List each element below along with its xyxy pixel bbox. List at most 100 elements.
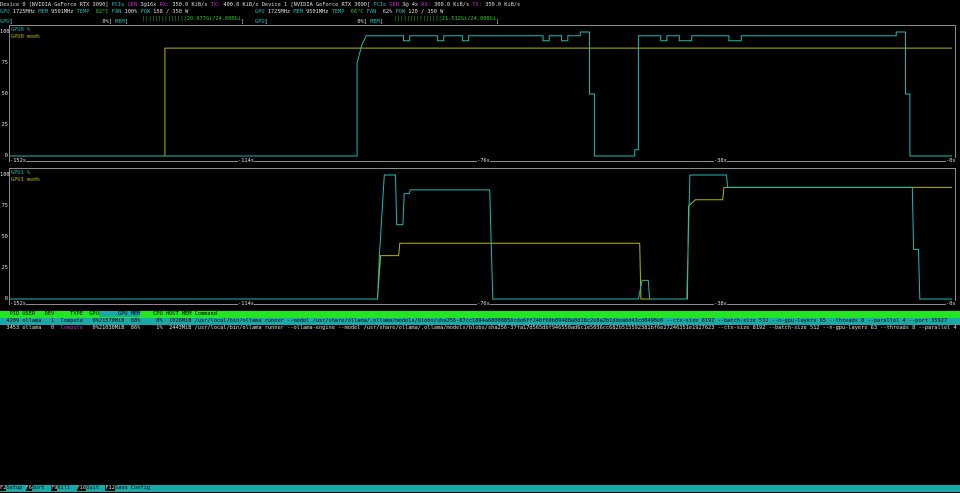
legend-entry: GPU0 %	[11, 27, 31, 33]
fan-label: FAN	[111, 9, 122, 15]
x-tick-label: -152s	[10, 301, 26, 308]
device1-fan: 62%	[379, 9, 393, 15]
cell-command: /usr/local/bin/ollama runner --ollama-en…	[191, 325, 960, 331]
device0-pow: 158 / 350 W	[153, 9, 189, 15]
rx-label: RX:	[421, 2, 431, 8]
fan-label: FAN	[366, 9, 377, 15]
x-tick-label: -38s	[714, 301, 727, 308]
tx-label: TX:	[210, 2, 221, 8]
column-header-type[interactable]: TYPE	[54, 311, 83, 317]
device1-name: Device 1	[261, 2, 288, 8]
chart-border	[9, 168, 956, 305]
chart-canvas	[9, 25, 956, 162]
device1-mem-clock: 9501MHz	[306, 9, 329, 15]
cell-host-mem: 2443MiB	[162, 325, 192, 331]
cell-host-mem: 1026MiB	[162, 318, 192, 324]
fkey-f2: F2	[0, 485, 7, 491]
device0-mem-bar: ||||||||||||||20.977Gi/24.000Gi	[142, 16, 241, 22]
gpu-label: GPU	[0, 9, 10, 15]
y-tick-label: 25	[1, 122, 8, 128]
cell-command: /usr/local/bin/ollama runner --model /us…	[191, 318, 948, 324]
cell-gpu: 0%	[82, 318, 99, 324]
column-header-user[interactable]: USER	[19, 311, 42, 317]
device1-mem-used: 21.512Gi/24.000Gi	[441, 16, 496, 22]
device0-bars: GPU[0%] MEM[||||||||||||||20.977Gi/24.00…	[0, 16, 245, 25]
cell-cpu: 1%	[140, 325, 163, 331]
device1-rx: 300.0 KiB/s	[434, 2, 470, 8]
pow-label: POW	[140, 9, 151, 15]
footer-save-config-button[interactable]: Save Config	[114, 485, 154, 491]
cell-user: ollama	[19, 318, 42, 324]
device1-pow: 120 / 350 W	[408, 9, 444, 15]
process-row[interactable]: 3453 ollama 0 Compute 0%21030MiB 86% 1% …	[0, 325, 960, 332]
column-header-gpu[interactable]: GPU	[82, 311, 99, 317]
device1-bars: GPU[0%] MEM[|||||||||||||||21.512Gi/24.0…	[255, 16, 500, 25]
footer-quit-button[interactable]: Quit	[86, 485, 106, 491]
device1-mem-bar: |||||||||||||||21.512Gi/24.000Gi	[393, 16, 496, 22]
fkey-f6: F6	[25, 485, 32, 491]
y-tick-label: 100	[0, 172, 10, 178]
column-header-cpu[interactable]: CPU	[140, 311, 163, 317]
device0-mem-used: 20.977Gi/24.000Gi	[186, 16, 241, 22]
gpu0-chart: 100 75 50 25 0 -152s -114s -76s -38s -0s GPU0 % GPU…	[0, 24, 960, 166]
cell-dev: 1	[41, 318, 55, 324]
column-header-gpu-mem[interactable]: GPU MEM	[98, 311, 141, 317]
column-header-command[interactable]: Command	[191, 311, 217, 317]
device-info-line: Device 0 [NVIDIA GeForce RTX 3090] PCIe …	[0, 1, 520, 9]
y-tick-label: 75	[1, 60, 8, 66]
x-tick-label: -38s	[714, 158, 727, 165]
mem-label: MEM	[115, 19, 125, 25]
y-tick-label: 100	[0, 29, 10, 35]
gpu-label: GPU	[0, 19, 10, 25]
column-header-pid[interactable]: PID	[0, 311, 20, 317]
column-header-dev[interactable]: DEV	[41, 311, 55, 317]
tx-label: TX:	[472, 2, 482, 8]
rx-label: RX:	[159, 2, 170, 8]
footer-sort-button[interactable]: Sort	[31, 485, 52, 491]
pcie-label: PCIe	[111, 2, 125, 8]
y-tick-label: 50	[1, 234, 8, 240]
footer-setup-button[interactable]: Setup	[6, 485, 26, 491]
x-tick-label: -0s	[946, 158, 956, 165]
temp-label: TEMP	[331, 9, 345, 15]
column-header-host-mem[interactable]: HOST MEM	[162, 311, 192, 317]
cell-gpu: 0%	[82, 325, 99, 331]
gpu1-chart: 100 75 50 25 0 -152s -114s -76s -38s -0s GPU1 % GPU…	[0, 167, 960, 309]
device0-model: [NVIDIA GeForce RTX 3090]	[28, 2, 109, 8]
gen-label: GEN	[127, 2, 138, 8]
device0-rx: 350.0 KiB/s	[172, 2, 208, 8]
device1-stats: GPU 1725MHz MEM 9501MHz TEMP 66°C FAN 62…	[255, 8, 443, 16]
cell-type: Compute	[54, 325, 83, 331]
device0-name: Device 0	[0, 2, 26, 8]
footer-kill-button[interactable]: Kill	[57, 485, 77, 491]
device0-stats: GPU 1725MHz MEM 9501MHz TEMP 82°C FAN 10…	[0, 8, 188, 16]
fkey-f10: F10	[76, 485, 87, 491]
cell-gpu-mem: 21030MiB 86%	[98, 325, 141, 331]
device1-tx: 350.0 KiB/s	[485, 2, 521, 8]
device1-gpu-clock: 1725MHz	[267, 9, 291, 15]
process-row[interactable]: 4209 ollama 1 Compute 0%21570MiB 88% 0% …	[0, 318, 960, 325]
device1-gpu-util: 0%	[357, 19, 364, 25]
x-tick-label: -0s	[946, 301, 956, 308]
x-tick-label: -114s	[238, 158, 254, 165]
x-tick-label: -152s	[10, 158, 26, 165]
mem-label: MEM	[293, 9, 303, 15]
y-tick-label: 25	[1, 265, 8, 271]
x-tick-label: -76s	[477, 301, 490, 308]
series-line-gpu	[10, 174, 952, 300]
cell-pid: 3453	[0, 325, 20, 331]
x-tick-label: -76s	[477, 158, 490, 165]
function-key-bar: F2Setup F6Sort F9Kill F10Quit F12Save Co…	[0, 485, 960, 492]
legend-entry: GPU1 mem%	[11, 177, 40, 183]
mem-label: MEM	[370, 19, 380, 25]
y-tick-label: 75	[1, 203, 8, 209]
legend-entry: GPU0 mem%	[11, 34, 40, 40]
gpu-label: GPU	[255, 19, 265, 25]
device0-fan: 100%	[124, 9, 138, 15]
legend-entry: GPU1 %	[11, 170, 31, 176]
temp-label: TEMP	[76, 9, 90, 15]
pcie-label: PCIe	[373, 2, 387, 8]
cell-pid: 4209	[0, 318, 20, 324]
device0-temp: 82°C	[95, 9, 109, 15]
gen-label: GEN	[389, 2, 399, 8]
